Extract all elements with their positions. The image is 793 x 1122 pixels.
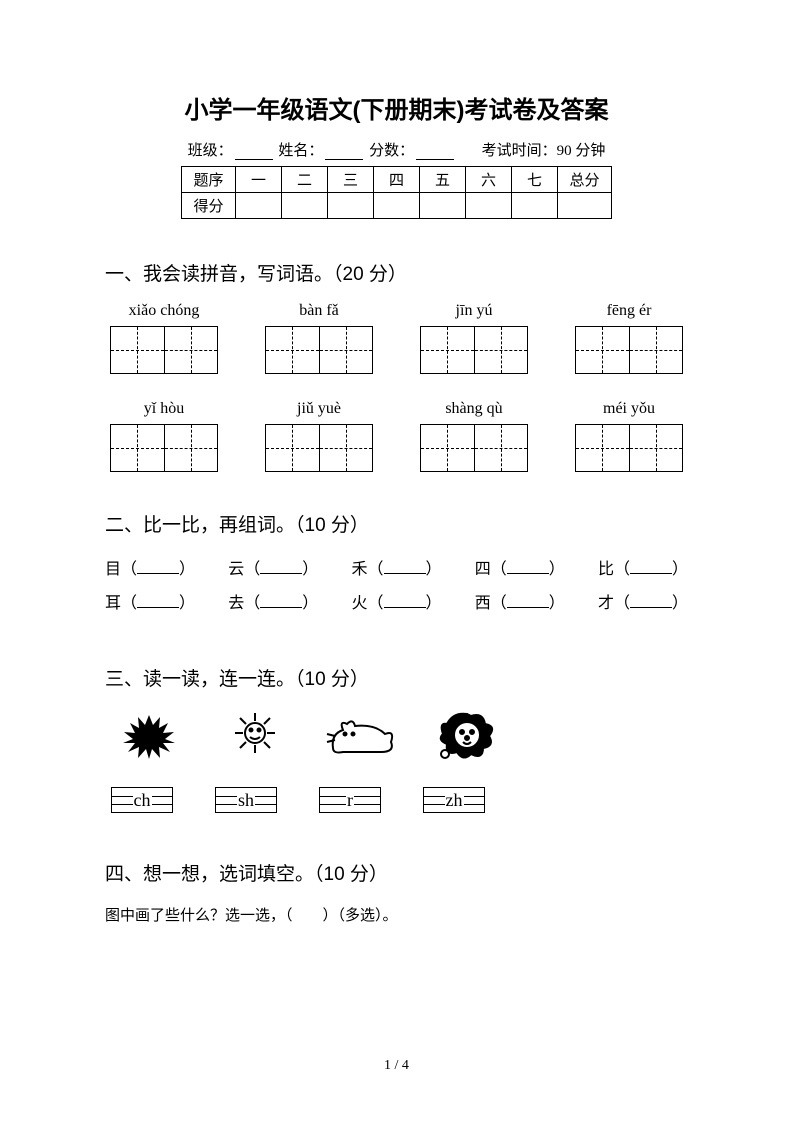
table-col: 一	[236, 167, 282, 193]
blank[interactable]	[384, 560, 426, 574]
blank[interactable]	[507, 594, 549, 608]
page-title: 小学一年级语文(下册期末)考试卷及答案	[105, 90, 688, 125]
q2-item: 耳（）	[105, 587, 195, 621]
q2-item: 云（）	[228, 553, 318, 587]
cat-icon	[323, 707, 399, 765]
q4-heading: 四、想一想，选词填空。（10 分）	[105, 859, 688, 886]
q1-body: xiǎo chóng bàn fǎ jīn yú fēng ér yǐ hòu …	[105, 302, 688, 472]
blank[interactable]	[630, 560, 672, 574]
score-blank[interactable]	[416, 145, 454, 160]
table-cell[interactable]	[374, 193, 420, 219]
table-col: 三	[328, 167, 374, 193]
tianzige[interactable]	[110, 326, 218, 374]
hedgehog-icon	[111, 707, 187, 765]
q2-item: 四（）	[475, 553, 565, 587]
table-cell[interactable]	[282, 193, 328, 219]
score-table: 题序 一 二 三 四 五 六 七 总分 得分	[181, 166, 612, 219]
blank[interactable]	[630, 594, 672, 608]
pinyin-label: jiǔ yuè	[260, 400, 378, 418]
q2-item: 才（）	[598, 587, 688, 621]
time-label: 考试时间：90 分钟	[482, 143, 606, 159]
q2-item: 比（）	[598, 553, 688, 587]
pinyin-label: fēng ér	[570, 302, 688, 320]
table-col: 六	[466, 167, 512, 193]
class-label: 班级：	[188, 143, 233, 159]
pinyin-label: shàng qù	[415, 400, 533, 418]
q2-item: 火（）	[351, 587, 441, 621]
table-cell[interactable]	[466, 193, 512, 219]
table-cell[interactable]	[328, 193, 374, 219]
q2-item: 禾（）	[351, 553, 441, 587]
page-footer: 1 / 4	[0, 1058, 793, 1074]
blank[interactable]	[137, 560, 179, 574]
score-label: 分数：	[369, 143, 414, 159]
syllable-box[interactable]: zh	[423, 787, 485, 813]
blank[interactable]	[137, 594, 179, 608]
table-cell[interactable]	[558, 193, 612, 219]
name-label: 姓名：	[278, 143, 323, 159]
table-col: 七	[512, 167, 558, 193]
syllable-box[interactable]: r	[319, 787, 381, 813]
q2-heading: 二、比一比，再组词。（10 分）	[105, 510, 688, 537]
table-col: 二	[282, 167, 328, 193]
info-line: 班级： 姓名： 分数： 考试时间：90 分钟	[105, 139, 688, 160]
sun-flower-icon	[217, 707, 293, 765]
tianzige[interactable]	[575, 326, 683, 374]
syllable-box[interactable]: ch	[111, 787, 173, 813]
q3-body: ch sh r zh	[105, 707, 688, 813]
table-cell[interactable]	[236, 193, 282, 219]
q1-heading: 一、我会读拼音，写词语。（20 分）	[105, 259, 688, 286]
pinyin-label: jīn yú	[415, 302, 533, 320]
blank[interactable]	[260, 594, 302, 608]
q2-item: 去（）	[228, 587, 318, 621]
pinyin-label: méi yǒu	[570, 400, 688, 418]
tianzige[interactable]	[110, 424, 218, 472]
table-col: 五	[420, 167, 466, 193]
q4-text: 图中画了些什么？选一选，（ ）（多选）。	[105, 902, 688, 931]
tianzige[interactable]	[265, 424, 373, 472]
q2-item: 西（）	[475, 587, 565, 621]
lion-icon	[429, 707, 505, 765]
tianzige[interactable]	[420, 424, 528, 472]
table-head-seq: 题序	[182, 167, 236, 193]
table-cell[interactable]	[420, 193, 466, 219]
pinyin-label: bàn fǎ	[260, 302, 378, 320]
q3-heading: 三、读一读，连一连。（10 分）	[105, 664, 688, 691]
table-col-total: 总分	[558, 167, 612, 193]
tianzige[interactable]	[420, 326, 528, 374]
table-col: 四	[374, 167, 420, 193]
class-blank[interactable]	[235, 145, 273, 160]
tianzige[interactable]	[265, 326, 373, 374]
syllable-box[interactable]: sh	[215, 787, 277, 813]
blank[interactable]	[260, 560, 302, 574]
table-cell[interactable]	[512, 193, 558, 219]
q2-item: 目（）	[105, 553, 195, 587]
blank[interactable]	[384, 594, 426, 608]
tianzige[interactable]	[575, 424, 683, 472]
blank[interactable]	[507, 560, 549, 574]
pinyin-label: yǐ hòu	[105, 400, 223, 418]
q2-body: 目（） 云（） 禾（） 四（） 比（） 耳（） 去（） 火（） 西（） 才（）	[105, 553, 688, 620]
table-head-score: 得分	[182, 193, 236, 219]
name-blank[interactable]	[325, 145, 363, 160]
pinyin-label: xiǎo chóng	[105, 302, 223, 320]
